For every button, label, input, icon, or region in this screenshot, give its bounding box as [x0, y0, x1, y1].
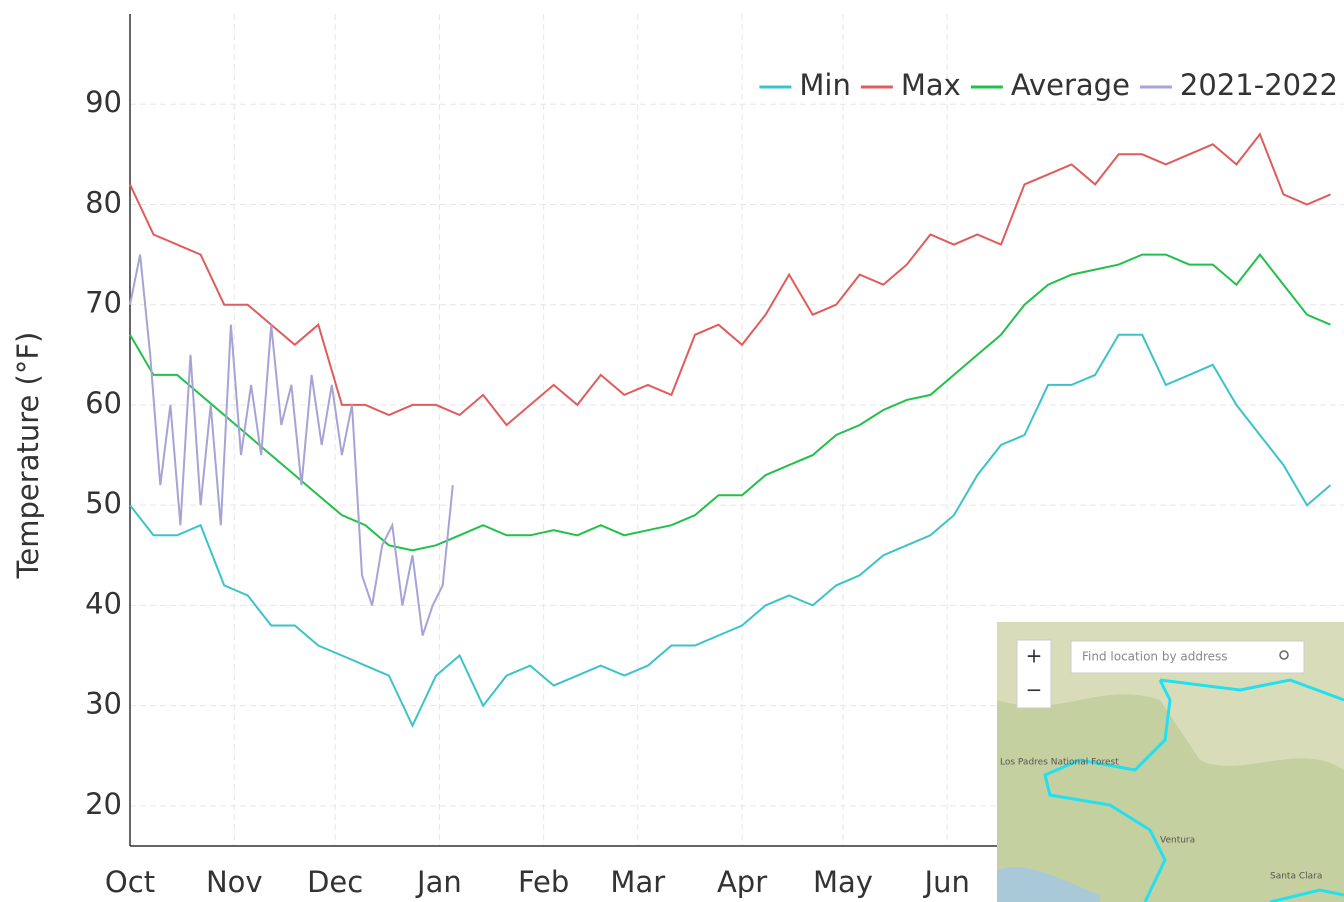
zoom-control [1016, 639, 1052, 709]
legend-label: 2021-2022 [1180, 68, 1338, 102]
legend-label: Average [1011, 68, 1130, 102]
legend-label: Min [799, 68, 850, 102]
map-terrain [997, 694, 1344, 902]
x-tick-label: Nov [206, 865, 263, 899]
y-axis-title: Temperature (°F) [11, 332, 45, 580]
legend-label: Max [901, 68, 961, 102]
x-tick-label: Feb [518, 865, 569, 899]
x-tick-label: Jun [923, 865, 970, 899]
y-tick-label: 30 [85, 687, 122, 721]
x-tick-label: Oct [105, 865, 155, 899]
map-label: Los Padres National Forest [1000, 758, 1119, 768]
series-line [129, 252, 1331, 552]
series-line [129, 333, 1332, 729]
y-tick-label: 40 [85, 586, 122, 620]
plot-area: 20 30 40 50 60 70 80 90 Oct Nov Dec Jan Feb Mar Apr May… [85, 14, 1344, 899]
map-label: Santa Clara [1270, 872, 1322, 882]
search-box[interactable] [1070, 640, 1305, 674]
x-tick-label: Dec [307, 865, 363, 899]
y-tick-label: 90 [85, 85, 122, 119]
y-tick-label: 70 [85, 286, 122, 320]
y-tick-label: 50 [85, 486, 122, 520]
x-tick-label: Apr [717, 865, 767, 899]
x-tick-label: Mar [610, 865, 665, 899]
series-line [129, 254, 454, 636]
map-inset[interactable]: + − Find location by address Los Padres … [997, 622, 1344, 902]
y-tick-label: 20 [85, 787, 122, 821]
legend: Min Max Average 2021-2022 [759, 68, 1338, 102]
search-icon[interactable] [1279, 650, 1289, 660]
map-boundary [1043, 679, 1172, 902]
x-tick-label: May [813, 865, 873, 899]
map-boundary [1159, 678, 1344, 702]
zoom-out[interactable]: − [1026, 678, 1043, 702]
zoom-in[interactable]: + [1026, 644, 1043, 668]
x-tick-label: Jan [415, 865, 462, 899]
map-boundary [1269, 888, 1344, 902]
series-line [129, 132, 1331, 427]
map-label: Ventura [1160, 836, 1195, 846]
map-water [997, 867, 1100, 902]
search-placeholder: Find location by address [1082, 650, 1228, 664]
y-tick-label: 80 [85, 185, 122, 219]
y-tick-label: 60 [85, 386, 122, 420]
